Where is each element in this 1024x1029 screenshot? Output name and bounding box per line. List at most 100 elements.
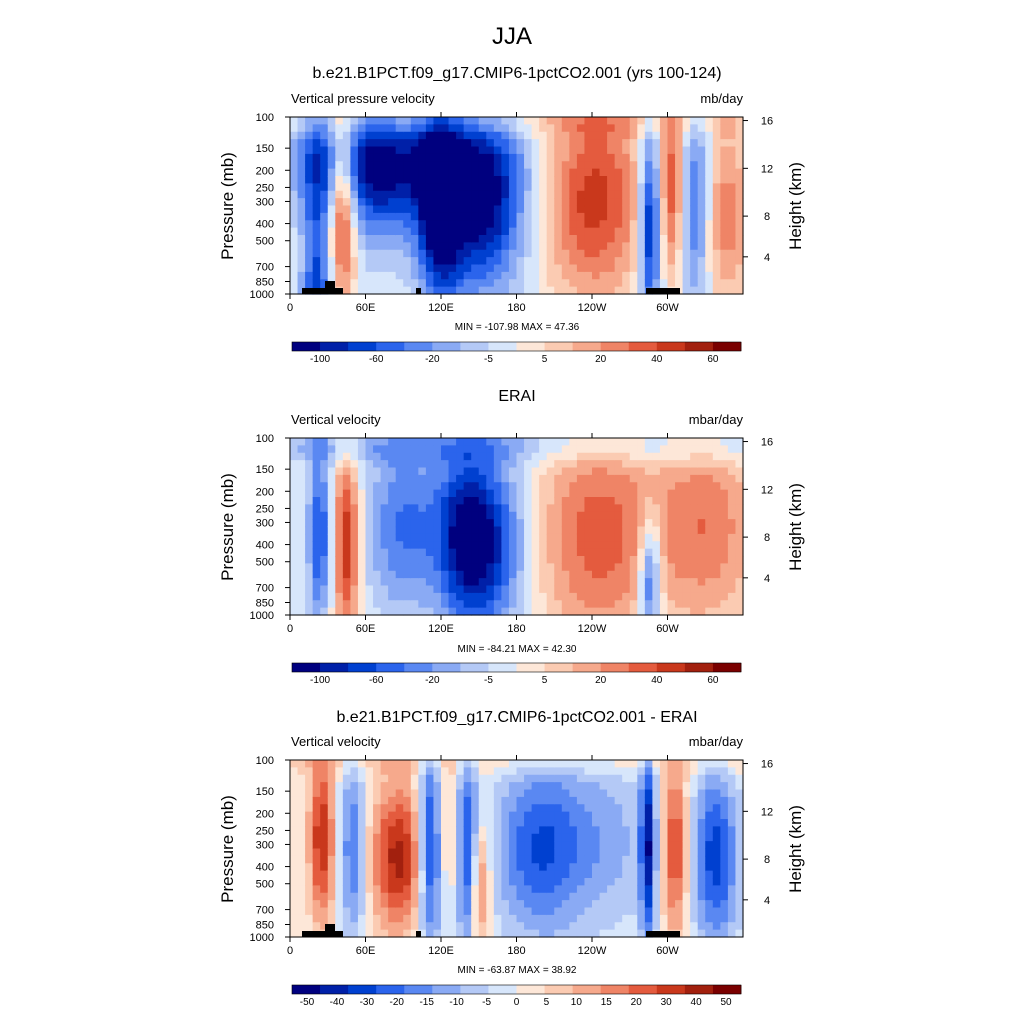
field-cell [546,848,555,857]
field-cell [569,452,578,461]
field-cell [735,922,744,931]
field-cell [607,907,616,916]
field-cell [599,833,608,842]
field-cell [297,183,306,192]
field-cell [493,497,502,505]
field-cell [561,161,570,170]
field-cell [410,929,419,938]
field-cell [705,198,714,207]
field-cell [644,511,653,520]
field-cell [486,767,495,776]
field-cell [463,190,472,199]
field-cell [659,878,669,886]
field-cell [622,235,631,243]
field-cell [652,117,661,125]
colorbar-box [320,985,349,994]
field-cell [637,474,646,483]
field-cell [592,460,601,469]
field-cell [493,848,502,857]
field-cell [584,811,593,820]
field-cell [388,153,397,162]
field-cell [395,220,404,229]
field-cell [335,885,344,894]
field-cell [554,257,563,266]
field-cell [712,585,721,594]
field-cell [441,504,450,513]
field-cell [682,585,691,594]
field-cell [350,205,359,214]
field-cell [463,519,472,528]
field-cell [524,570,533,579]
field-cell [327,489,336,498]
field-cell [410,242,419,251]
field-cell [614,242,623,251]
field-cell [342,220,351,229]
field-cell [524,907,533,916]
field-cell [456,161,465,170]
field-cell [365,198,374,207]
field-cell [629,249,638,258]
field-cell [735,205,744,214]
field-cell [448,286,457,295]
field-cell [365,117,374,125]
field-cell [448,885,457,894]
field-cell [576,826,586,835]
field-cell [456,460,465,469]
field-cell [584,504,593,513]
field-cell [667,541,676,550]
field-cell [735,533,744,542]
field-cell [599,796,608,805]
field-cell [327,183,336,192]
field-cell [365,279,374,288]
field-cell [410,592,419,601]
field-cell [388,804,397,813]
x-tick-label: 180 [507,623,525,635]
field-cell [539,819,548,827]
field-cell [705,578,714,587]
field-cell [501,811,510,820]
field-cell [675,168,684,177]
field-cell [659,235,669,243]
field-cell [705,460,714,469]
field-cell [456,774,465,783]
field-cell [659,131,669,140]
land-mask [335,931,343,937]
field-cell [637,833,646,842]
x-tick-label: 120E [428,945,454,957]
field-cell [599,183,608,192]
colorbar-label: -20 [425,354,440,365]
field-cell [614,541,623,550]
field-cell [448,168,457,177]
field-cell [644,782,653,791]
field-cell [735,220,744,229]
field-cell [425,257,435,266]
field-cell [493,855,502,864]
field-cell [735,279,744,288]
x-tick-label: 120E [428,623,454,635]
field-cell [712,482,721,491]
field-cell [373,264,382,273]
field-cell [516,489,525,498]
field-cell [546,497,555,505]
field-cell [342,533,351,542]
field-cell [501,548,510,557]
field-cell [290,474,299,483]
field-cell [380,271,389,280]
field-cell [584,885,593,894]
field-cell [524,526,533,535]
field-cell [478,460,487,469]
field-cell [727,205,737,214]
field-cell [335,804,344,813]
field-cell [320,519,329,528]
field-cell [456,526,465,535]
field-cell [592,153,601,162]
field-cell [554,198,563,207]
field-cell [599,146,608,155]
field-cell [614,863,623,872]
field-cell [327,139,336,148]
field-cell [644,124,653,133]
field-cell [682,841,691,850]
field-cell [320,855,329,864]
field-cell [373,782,382,791]
field-cell [712,811,721,820]
